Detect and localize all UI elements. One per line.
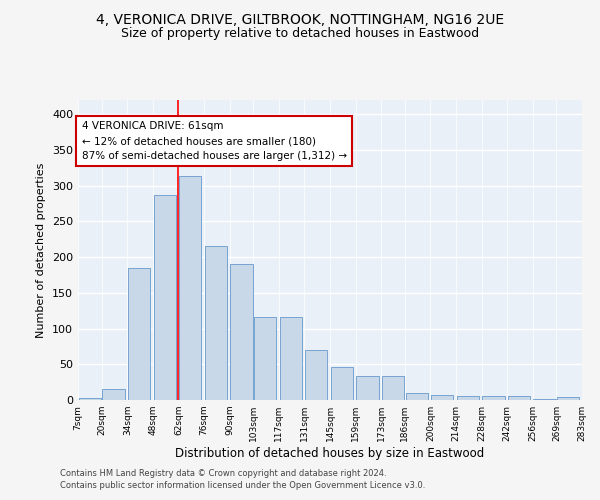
Bar xyxy=(154,195,176,400)
Bar xyxy=(557,397,580,400)
Bar xyxy=(508,396,530,400)
Bar xyxy=(179,176,202,400)
Y-axis label: Number of detached properties: Number of detached properties xyxy=(37,162,46,338)
Text: Size of property relative to detached houses in Eastwood: Size of property relative to detached ho… xyxy=(121,28,479,40)
Bar xyxy=(254,317,277,400)
Bar xyxy=(230,264,253,400)
Bar xyxy=(382,376,404,400)
Text: 4, VERONICA DRIVE, GILTBROOK, NOTTINGHAM, NG16 2UE: 4, VERONICA DRIVE, GILTBROOK, NOTTINGHAM… xyxy=(96,12,504,26)
Bar xyxy=(305,350,328,400)
Bar xyxy=(431,395,454,400)
Bar xyxy=(280,317,302,400)
Bar xyxy=(205,246,227,400)
Bar xyxy=(79,398,101,400)
Bar xyxy=(331,367,353,400)
Bar xyxy=(356,376,379,400)
Bar xyxy=(482,396,505,400)
Bar xyxy=(128,268,151,400)
Bar xyxy=(103,390,125,400)
Bar xyxy=(533,398,556,400)
Text: Contains HM Land Registry data © Crown copyright and database right 2024.: Contains HM Land Registry data © Crown c… xyxy=(60,468,386,477)
Text: 4 VERONICA DRIVE: 61sqm
← 12% of detached houses are smaller (180)
87% of semi-d: 4 VERONICA DRIVE: 61sqm ← 12% of detache… xyxy=(82,122,347,161)
Bar xyxy=(457,396,479,400)
Bar xyxy=(406,393,428,400)
X-axis label: Distribution of detached houses by size in Eastwood: Distribution of detached houses by size … xyxy=(175,447,485,460)
Text: Contains public sector information licensed under the Open Government Licence v3: Contains public sector information licen… xyxy=(60,481,425,490)
